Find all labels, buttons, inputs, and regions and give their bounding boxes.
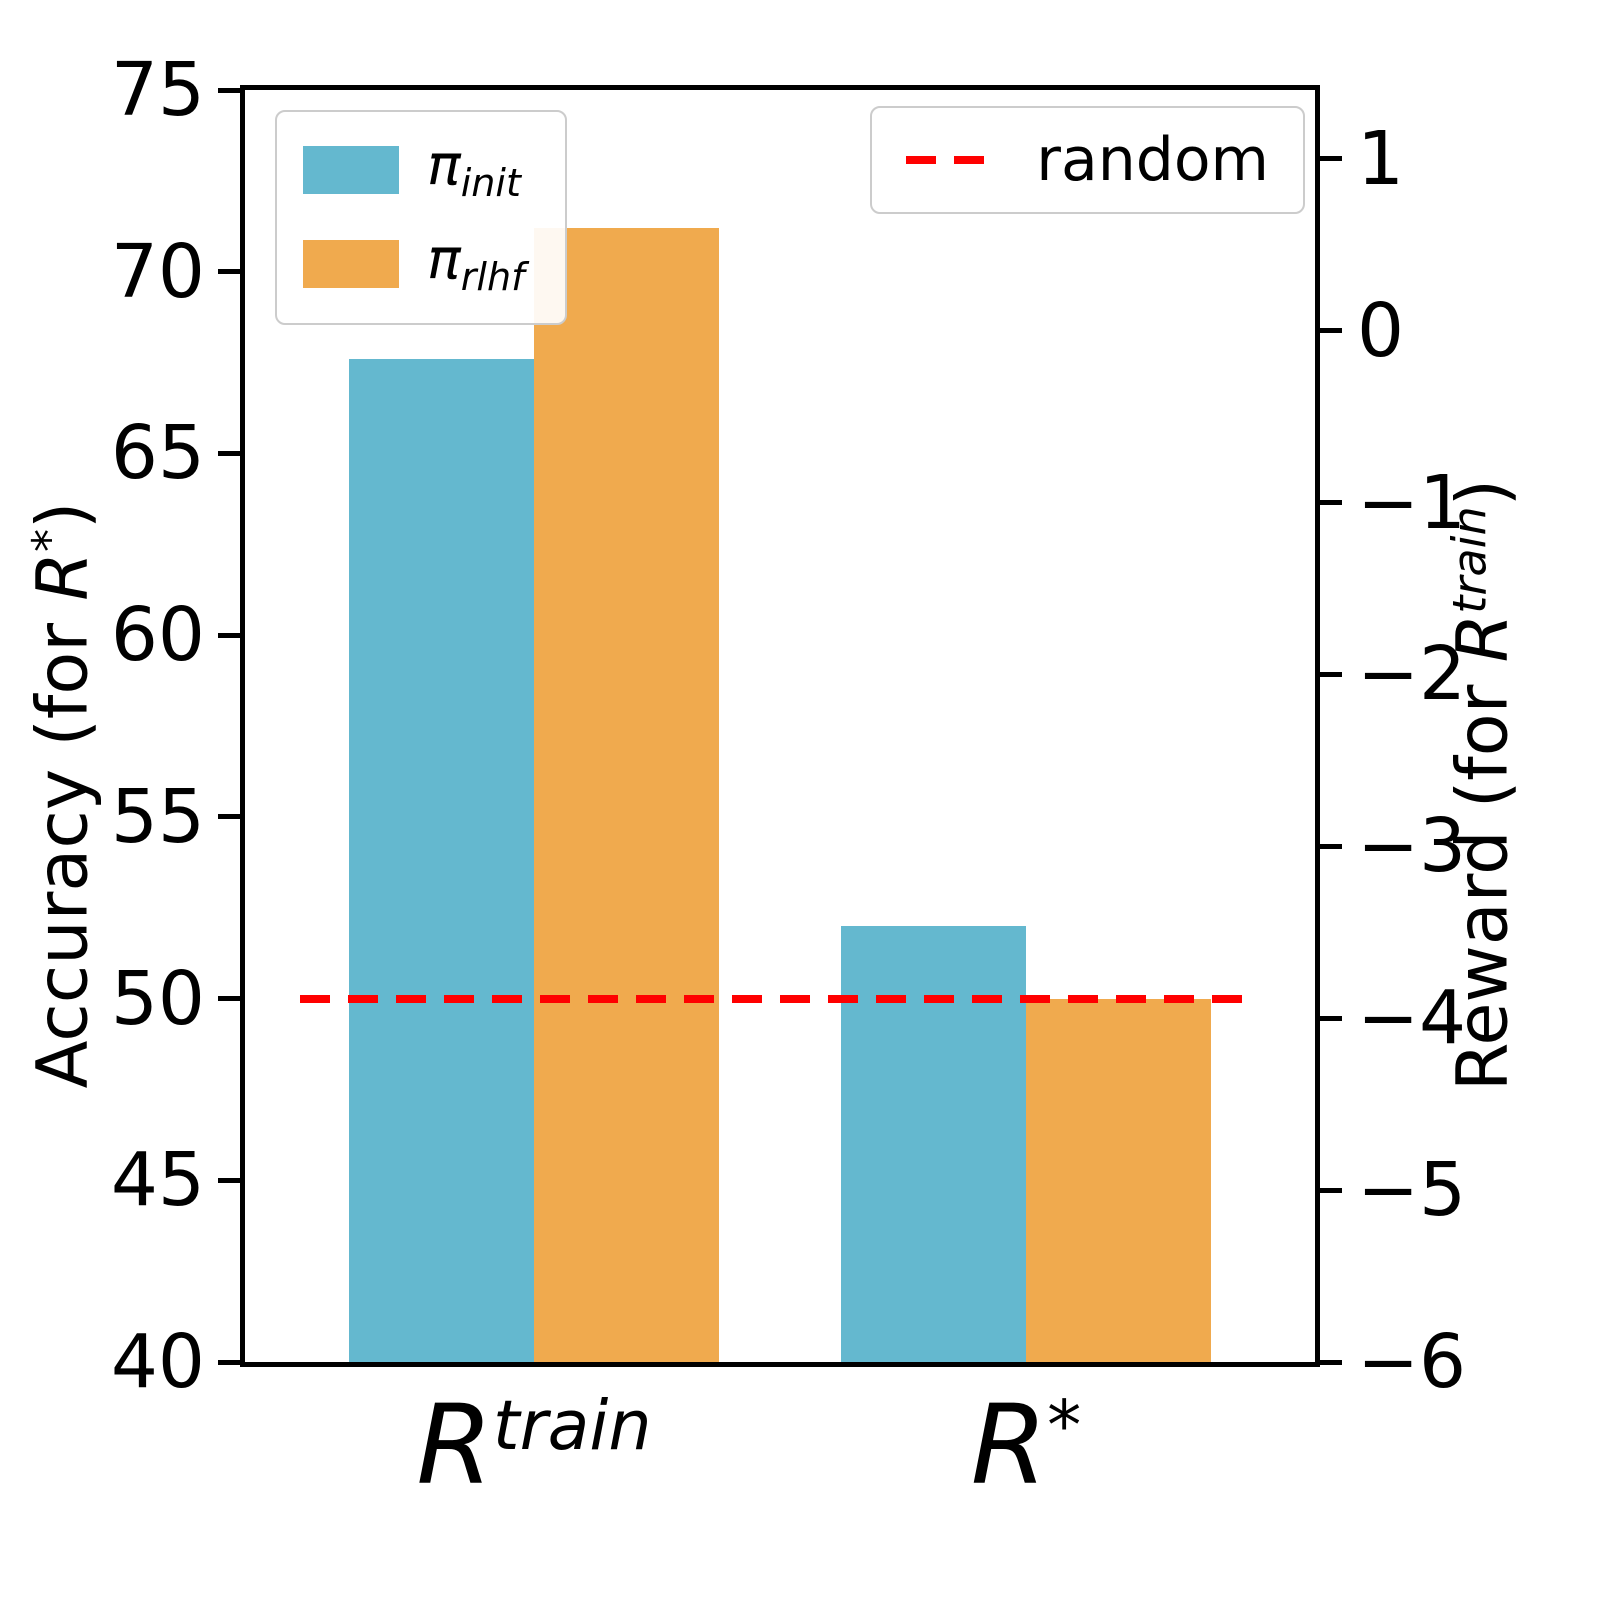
left-axis-tick-mark bbox=[218, 269, 240, 275]
legend-random: random bbox=[870, 106, 1305, 214]
r-symbol: R bbox=[416, 1381, 493, 1509]
legend-swatch-pi-init bbox=[303, 146, 399, 195]
left-axis-tick-label: 50 bbox=[110, 955, 205, 1042]
left-axis-tick-mark bbox=[218, 1359, 240, 1365]
legend-swatch-pi-rlhf bbox=[303, 240, 399, 289]
r-symbol: R bbox=[970, 1381, 1048, 1509]
left-axis-tick-label: 45 bbox=[110, 1137, 205, 1224]
left-axis-tick-label: 40 bbox=[110, 1319, 205, 1405]
right-axis-tick-mark bbox=[1320, 671, 1342, 677]
left-axis-tick-mark bbox=[218, 996, 240, 1002]
right-axis-tick-label: −1 bbox=[1357, 459, 1467, 546]
train-superscript: train bbox=[1442, 506, 1497, 614]
dashed-line-sample bbox=[906, 156, 1003, 164]
right-axis-tick-label: −4 bbox=[1357, 975, 1467, 1062]
legend-label-pi-rlhf: πrlhf bbox=[427, 232, 525, 300]
left-axis-tick-mark bbox=[218, 1177, 240, 1183]
right-axis-tick-mark bbox=[1320, 1359, 1342, 1365]
x-tick-label-rtrain: Rtrain bbox=[416, 1390, 651, 1500]
right-axis-tick-mark bbox=[1320, 1187, 1342, 1193]
left-axis-title-text: Accuracy (for bbox=[21, 600, 104, 1089]
right-axis-tick-mark bbox=[1320, 328, 1342, 334]
random-baseline-line bbox=[300, 994, 1260, 1003]
right-axis-tick-mark bbox=[1320, 1015, 1342, 1021]
right-axis-tick-label: −2 bbox=[1357, 631, 1467, 718]
plot-area: πinit πrlhf random Rtrain R* 40 45 50 55 60 6… bbox=[111, 53, 1466, 1500]
bar-pi_rlhf-R^train bbox=[533, 228, 719, 1362]
right-axis-tick-label: −3 bbox=[1357, 803, 1467, 890]
train-superscript: train bbox=[492, 1386, 652, 1466]
right-axis-title-text: Reward (for bbox=[1441, 662, 1524, 1092]
pi-rlhf-subscript: rlhf bbox=[460, 255, 525, 300]
right-axis-tick-label: −5 bbox=[1357, 1147, 1467, 1234]
right-axis-tick-mark bbox=[1320, 843, 1342, 849]
right-axis-tick-label: 1 bbox=[1357, 115, 1405, 202]
legend-label-random: random bbox=[1036, 125, 1269, 195]
left-axis-tick-label: 55 bbox=[110, 773, 205, 860]
right-axis-tick-label: −6 bbox=[1357, 1319, 1467, 1405]
bar-pi_rlhf-R^* bbox=[1026, 998, 1212, 1362]
left-axis-tick-label: 60 bbox=[110, 592, 205, 679]
pi-symbol: π bbox=[427, 227, 461, 293]
legend-series: πinit πrlhf bbox=[275, 110, 567, 325]
left-axis-tick-mark bbox=[218, 632, 240, 638]
bar-pi_init-R^train bbox=[348, 358, 534, 1362]
star-superscript: * bbox=[1047, 1386, 1082, 1466]
right-axis-title: Reward (for Rtrain) bbox=[1441, 479, 1523, 1091]
legend-entry-pi-init: πinit bbox=[303, 138, 525, 202]
right-axis-tick-mark bbox=[1320, 500, 1342, 506]
right-axis-title-close: ) bbox=[1441, 478, 1524, 507]
pi-init-subscript: init bbox=[460, 161, 521, 206]
bar-pi_init-R^* bbox=[841, 925, 1027, 1362]
left-axis-title-close: ) bbox=[21, 501, 104, 529]
right-axis-tick-label: 0 bbox=[1357, 287, 1405, 374]
x-tick-label-rstar: R* bbox=[971, 1390, 1082, 1500]
left-axis-title: Accuracy (for R*) bbox=[21, 502, 103, 1089]
left-axis-tick-label: 65 bbox=[110, 410, 205, 497]
left-axis-tick-mark bbox=[218, 450, 240, 456]
left-axis-tick-label: 70 bbox=[110, 228, 205, 315]
left-axis-tick-label: 75 bbox=[110, 47, 205, 133]
r-symbol: R bbox=[1441, 613, 1524, 663]
left-axis-tick-mark bbox=[218, 87, 240, 93]
pi-symbol: π bbox=[427, 133, 461, 198]
legend-entry-pi-rlhf: πrlhf bbox=[303, 232, 525, 296]
legend-label-pi-init: πinit bbox=[427, 138, 521, 206]
star-superscript: * bbox=[22, 528, 77, 553]
right-axis-tick-mark bbox=[1320, 156, 1342, 162]
left-axis-tick-mark bbox=[218, 814, 240, 820]
r-symbol: R bbox=[21, 552, 104, 601]
